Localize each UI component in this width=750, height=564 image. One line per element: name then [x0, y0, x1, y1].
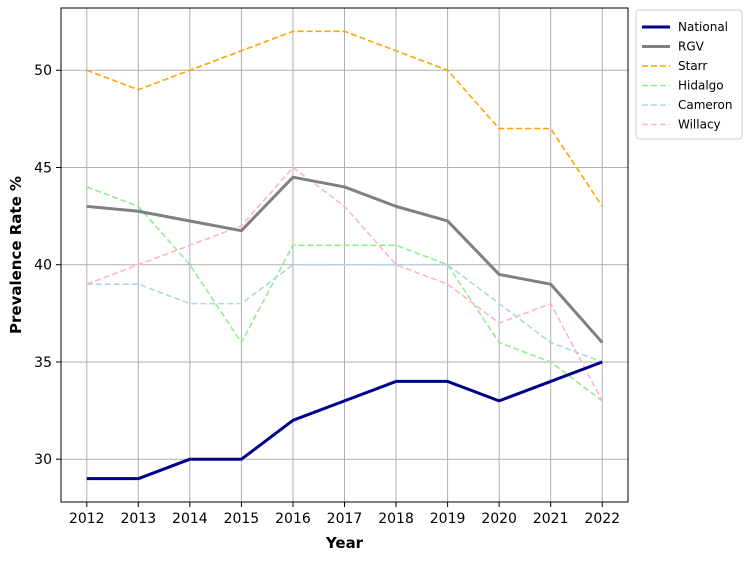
legend-frame	[635, 9, 743, 140]
x-axis-title: Year	[325, 534, 364, 552]
series-line-starr	[86, 30, 603, 207]
y-tick-label: 50	[34, 63, 52, 79]
legend-label-starr: Starr	[678, 59, 707, 73]
legend: National RGV Starr Hidalgo Cameron Willacy	[635, 9, 743, 140]
x-tick-label: 2022	[584, 511, 620, 527]
legend-label-willacy: Willacy	[678, 118, 721, 132]
x-tick-label: 2012	[69, 511, 105, 527]
y-axis-title: Prevalence Rate %	[7, 176, 25, 334]
x-tick-label: 2014	[172, 511, 208, 527]
legend-label-rgv: RGV	[678, 40, 705, 54]
series-line-hidalgo	[86, 186, 603, 402]
x-tick-label: 2013	[120, 511, 156, 527]
grid	[61, 8, 628, 502]
x-tick-label: 2015	[224, 511, 260, 527]
legend-label-national: National	[678, 20, 728, 34]
series-line-willacy	[86, 166, 603, 402]
x-tick-label: 2021	[533, 511, 569, 527]
x-tick-label: 2018	[378, 511, 414, 527]
x-tick-label: 2017	[327, 511, 363, 527]
series-line-rgv	[86, 175, 604, 344]
x-tick-label: 2020	[481, 511, 517, 527]
series-lines	[86, 30, 604, 481]
y-tick-label: 30	[34, 452, 52, 468]
legend-label-cameron: Cameron	[678, 98, 732, 112]
series-line-national	[86, 360, 603, 481]
y-tick-label: 35	[34, 355, 52, 371]
axis-ticks: 2012 2013 2014 2015 2016 2017 2018 2019 2020 2021…	[34, 63, 620, 527]
y-tick-label: 45	[34, 160, 52, 176]
x-tick-label: 2016	[275, 511, 311, 527]
x-tick-label: 2019	[430, 511, 466, 527]
y-tick-label: 40	[34, 258, 52, 274]
legend-label-hidalgo: Hidalgo	[678, 79, 724, 93]
